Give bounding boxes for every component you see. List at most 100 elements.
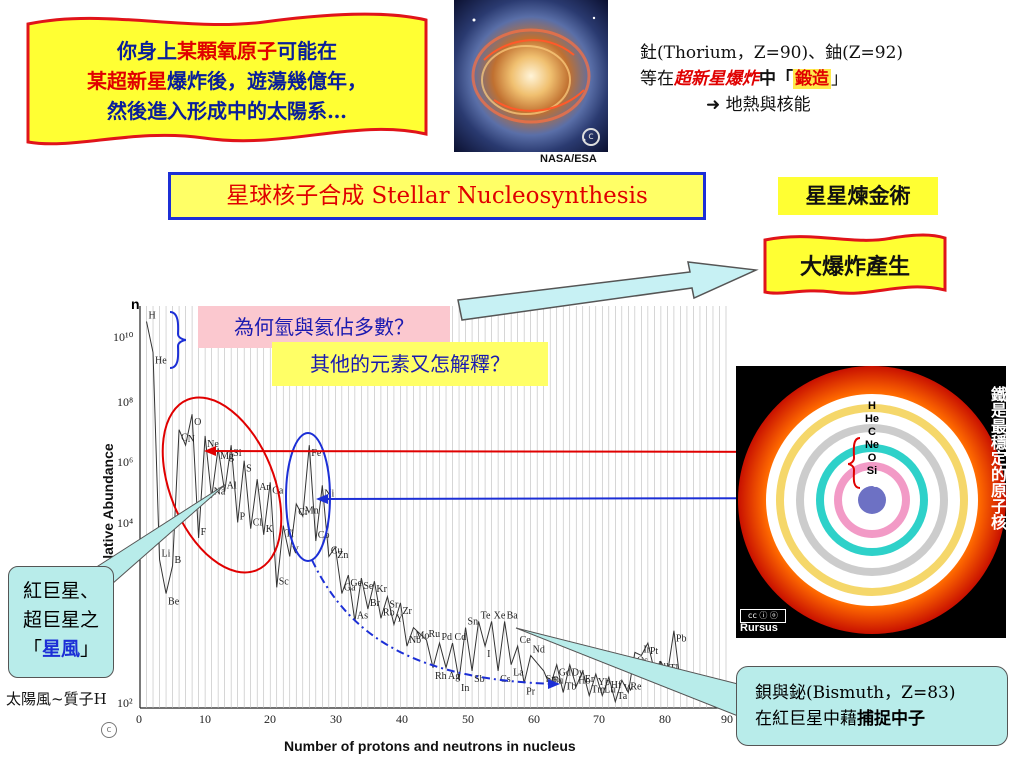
element-label-h: H — [149, 310, 156, 321]
thorium-line-3: ➜ 地熱與核能 — [706, 95, 811, 115]
element-label-rh: Rh — [435, 671, 447, 682]
element-label-br: Br — [370, 598, 381, 609]
red-giant-line-1: 紅巨星、 — [22, 580, 99, 602]
solar-wind-note: 太陽風~質子H — [6, 690, 107, 708]
banner-segment: 你身上 — [117, 39, 177, 63]
element-label-sc: Sc — [279, 576, 290, 587]
x-tick-70: 70 — [593, 712, 605, 726]
element-label-ne: Ne — [207, 439, 219, 450]
bigbang-banner-shape — [763, 233, 947, 295]
element-label-ru: Ru — [428, 629, 440, 640]
element-label-te: Te — [481, 610, 491, 621]
element-label-si: Si — [233, 448, 242, 459]
y-axis-label: Relative Abundance — [100, 443, 116, 577]
element-label-xe: Xe — [494, 610, 506, 621]
element-label-ni: Ni — [324, 488, 334, 499]
element-label-k: K — [266, 524, 274, 535]
red-giant-line-3: 「星風」 — [9, 635, 113, 664]
thorium-mid: 中「 — [759, 69, 793, 89]
star-onion-diagram — [738, 366, 1006, 634]
star-credit: Rursus — [740, 622, 778, 634]
element-label-p: P — [240, 511, 246, 522]
x-tick-90: 90 — [721, 712, 733, 726]
supernova-text: 超新星爆炸 — [674, 69, 759, 89]
star-layer-label: He — [864, 413, 880, 425]
element-label-b: B — [175, 555, 182, 566]
banner-segment: 超新星 — [107, 69, 167, 93]
element-label-zr: Zr — [402, 606, 412, 617]
y-tick-1e8: 10⁸ — [117, 395, 134, 409]
element-label-i: I — [487, 649, 490, 660]
element-label-tb: Tb — [565, 682, 576, 693]
element-label-al: Al — [227, 481, 237, 492]
element-label-n: N — [188, 434, 195, 445]
star-layer-label: Fe — [865, 478, 879, 490]
red-giant-callout: 紅巨星、 超巨星之 「星風」 — [8, 566, 114, 678]
element-label-mn: Mn — [305, 505, 319, 516]
bismuth-line-2: 在紅巨星中藉捕捉中子 — [755, 706, 1007, 732]
thorium-note: 釷(Thorium，Z=90)、鈾(Z=92) 等在超新星爆炸中「 鍛造」 ➜ 地… — [640, 40, 903, 118]
element-label-be: Be — [168, 597, 180, 608]
star-layer-label: Si — [866, 465, 878, 477]
thorium-suffix: 」 — [831, 69, 848, 89]
red-giant-line-2: 超巨星之 — [22, 609, 99, 631]
element-label-er: Er — [585, 674, 595, 685]
question-other-elements: 其他的元素又怎解釋？ — [272, 342, 548, 386]
banner-segment: 氧原子 — [217, 39, 277, 63]
element-label-ge: Ge — [350, 578, 362, 589]
element-label-ar: Ar — [259, 482, 270, 493]
bismuth-prefix: 在紅巨星中藉 — [755, 709, 857, 729]
neutron-capture-text: 捕捉中子 — [857, 709, 925, 729]
oxygen-origin-banner: 你身上某顆氧原子可能在 某超新星爆炸後，遊蕩幾億年， 然後進入形成中的太陽系… — [24, 10, 430, 152]
star-layer-label: Ne — [864, 439, 880, 451]
x-tick-80: 80 — [659, 712, 671, 726]
y-tick-1e6: 10⁶ — [117, 455, 134, 469]
star-layers-image: H He C Ne O Si Fe Rursus cc ⓘ ⓞ 鐵是最穩定的原子核 — [736, 366, 1006, 638]
iron-stability-note: 鐵是最穩定的原子核 — [988, 386, 1006, 530]
star-core-fe — [858, 486, 886, 514]
alchemy-label: 星星煉金術 — [778, 177, 938, 215]
element-label-he: He — [155, 355, 167, 366]
banner-shape — [26, 12, 428, 146]
element-label-v: V — [292, 545, 300, 556]
star-layer-label: O — [867, 452, 877, 464]
element-label-mo: Mo — [415, 631, 429, 642]
element-label-kr: Kr — [376, 584, 387, 595]
red-giant-close-quote: 」 — [80, 638, 100, 660]
element-label-mg: Mg — [220, 451, 234, 462]
thorium-line-2: 等在超新星爆炸中「 鍛造」 — [640, 66, 903, 92]
title-text: 星球核子合成 Stellar Nucleosynthesis — [226, 183, 648, 209]
element-label-pd: Pd — [442, 632, 453, 643]
x-tick-20: 20 — [264, 712, 276, 726]
element-label-s: S — [246, 464, 252, 475]
crab-nebula-image: c — [454, 0, 608, 152]
element-label-in: In — [461, 683, 469, 694]
y-tick-1e2: 10² — [117, 696, 133, 710]
star-layer-labels: H He C Ne O Si Fe — [858, 400, 886, 491]
element-label-sn: Sn — [468, 617, 479, 628]
y-tick-1e4: 10⁴ — [117, 516, 134, 530]
element-label-fe: Fe — [311, 448, 322, 459]
star-layer-brace — [847, 437, 861, 489]
element-label-co: Co — [318, 530, 330, 541]
element-label-ce: Ce — [520, 635, 532, 646]
element-label-pb: Pb — [676, 634, 687, 645]
star-layer-label: C — [868, 426, 876, 438]
stellar-wind-text: 星風 — [41, 638, 80, 660]
banner-segment: 某 — [87, 69, 107, 93]
banner-segment: 可能在 — [277, 39, 337, 63]
bismuth-callout: 鋇與鉍(Bismuth，Z=83) 在紅巨星中藉捕捉中子 — [736, 666, 1008, 746]
element-label-se: Se — [363, 581, 374, 592]
bigbang-banner: 大爆炸產生 — [762, 232, 948, 298]
element-label-ag: Ag — [448, 671, 460, 682]
element-label-zn: Zn — [337, 550, 348, 561]
thorium-prefix: 等在 — [640, 69, 674, 89]
element-label-os: Os — [637, 655, 648, 666]
bismuth-line-1: 鋇與鉍(Bismuth，Z=83) — [755, 683, 956, 703]
element-label-cu: Cu — [331, 545, 343, 556]
star-layer-label: H — [868, 400, 876, 412]
element-label-f: F — [201, 527, 207, 538]
x-tick-0: 0 — [136, 712, 142, 726]
element-label-ca: Ca — [272, 485, 284, 496]
element-label-re: Re — [630, 682, 642, 693]
